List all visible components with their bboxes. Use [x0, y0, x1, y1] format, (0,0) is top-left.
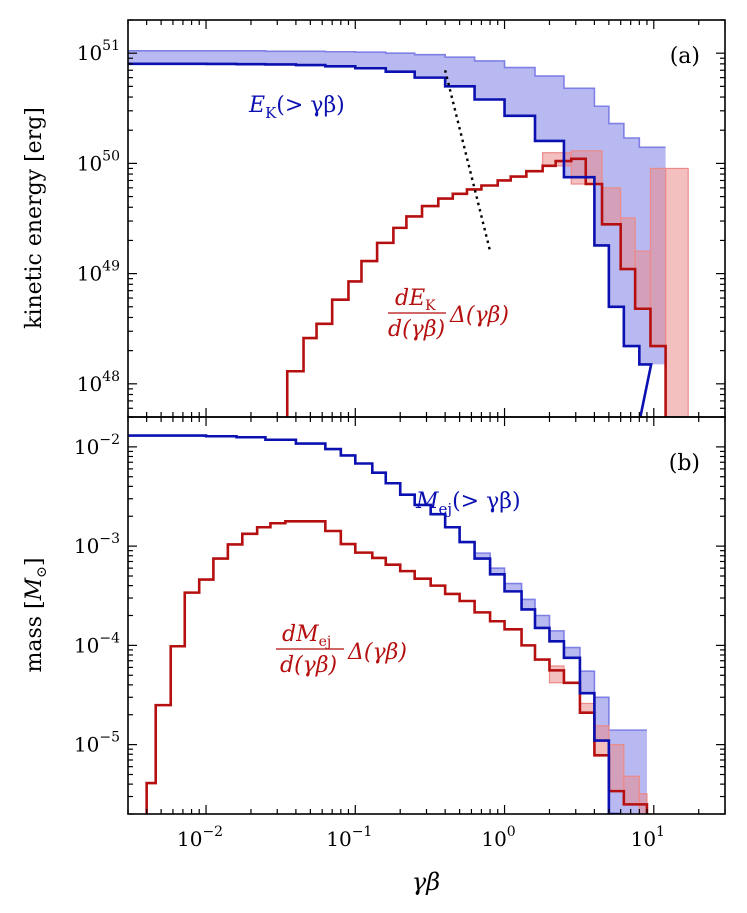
- panel-a-label: (a): [670, 44, 700, 69]
- mej-label-main: M: [415, 489, 439, 514]
- shaded-bin-b-3: [608, 744, 625, 792]
- xtick-label-1: 10−1: [326, 824, 372, 851]
- panel-a-ylabel: kinetic energy [erg]: [22, 107, 47, 329]
- shaded-bin-b-0: [548, 665, 565, 684]
- dek-num-main: dE: [395, 286, 425, 311]
- ytick-exp: 48: [102, 369, 120, 385]
- mej-label-sub: ej: [439, 500, 453, 518]
- panel-b-ylabel-close: ]: [22, 558, 47, 567]
- ek-label: EK(> γβ): [248, 93, 345, 122]
- dotted-reference-line: [443, 69, 492, 252]
- series-line-b-cumulative: [128, 434, 621, 814]
- series-upper-a-cumulative: [128, 50, 666, 149]
- dmej-num-sub: ej: [319, 634, 332, 650]
- ytick-label-b-1: 10−4: [74, 630, 120, 657]
- shaded-bin-b-1: [579, 702, 595, 714]
- ytick-base: 10: [74, 633, 99, 657]
- series-line-b-differential: [145, 519, 649, 814]
- ytick-base: 10: [74, 435, 99, 459]
- ytick-base: 10: [77, 151, 102, 175]
- xtick-label-2: 100: [481, 824, 515, 851]
- dmej-denominator: d(γβ): [280, 653, 337, 678]
- series-line-a-cumulative: [128, 62, 653, 417]
- xtick-base: 10: [481, 827, 506, 851]
- series-band-b-cumulative: [128, 435, 647, 814]
- dek-rest: Δ(γβ): [449, 303, 509, 328]
- ytick-base: 10: [77, 262, 102, 286]
- panel-b-ylabel-sub: ⊙: [34, 566, 50, 578]
- ytick-exp: −4: [99, 630, 120, 646]
- ytick-exp: −2: [99, 432, 120, 448]
- xtick-label-0: 10−2: [177, 824, 223, 851]
- dek-label: dEK d(γβ) Δ(γβ): [388, 286, 509, 342]
- xtick-base: 10: [177, 827, 202, 851]
- ytick-base: 10: [74, 534, 99, 558]
- dmej-num-main: dM: [282, 622, 319, 647]
- shaded-bin-a-4: [634, 250, 652, 310]
- ytick-label-a-2: 1050: [77, 148, 120, 175]
- panel-b-ylabel-main: mass [: [22, 600, 47, 672]
- panel-b-ylabel: mass [M⊙]: [22, 558, 50, 673]
- panel-b-ylabel-italic: M: [22, 577, 47, 601]
- shaded-bin-a-6: [665, 167, 689, 417]
- xtick-base: 10: [631, 827, 656, 851]
- panel-b-frame: [127, 416, 726, 815]
- xtick-base: 10: [326, 827, 351, 851]
- ytick-label-a-1: 1049: [77, 259, 120, 286]
- xtick-exp: −1: [352, 824, 373, 840]
- dek-numerator: dEK: [395, 286, 436, 314]
- ytick-exp: 51: [102, 38, 120, 54]
- panel-b-mass: 10−510−410−310−210−2 10−1 100 101 (b) mass …: [22, 416, 726, 896]
- mej-label-rest: (> γβ): [452, 489, 520, 514]
- ytick-label-b-3: 10−2: [74, 432, 120, 459]
- ytick-label-a-0: 1048: [77, 369, 120, 396]
- dmej-label: dMej d(γβ) Δ(γβ): [276, 622, 407, 678]
- panel-b-label: (b): [669, 451, 700, 476]
- shaded-bin-a-2: [601, 187, 622, 225]
- dek-num-sub: K: [425, 298, 436, 314]
- ek-label-rest: (> γβ): [276, 93, 344, 118]
- ytick-label-a-3: 1051: [77, 38, 120, 65]
- ytick-base: 10: [77, 41, 102, 65]
- ytick-exp: 49: [102, 259, 120, 275]
- shaded-bin-a-5: [649, 167, 667, 347]
- dek-denominator: d(γβ): [388, 317, 445, 342]
- panel-b-xlabel: γβ: [412, 868, 440, 896]
- ytick-label-b-2: 10−3: [74, 531, 120, 558]
- dmej-numerator: dMej: [282, 622, 331, 650]
- mej-label: Mej(> γβ): [415, 489, 521, 518]
- xtick-exp: 0: [507, 824, 516, 840]
- ytick-exp: −5: [99, 730, 120, 746]
- ytick-base: 10: [74, 733, 99, 757]
- ytick-exp: 50: [102, 148, 120, 164]
- series-line-a-differential: [285, 157, 667, 417]
- ek-label-main: E: [248, 93, 265, 118]
- ek-label-sub: K: [265, 104, 277, 122]
- dmej-rest: Δ(γβ): [347, 640, 407, 665]
- shaded-bin-a-0: [542, 152, 572, 167]
- xtick-exp: −2: [202, 824, 223, 840]
- xtick-exp: 1: [656, 824, 665, 840]
- ytick-exp: −3: [99, 531, 120, 547]
- ytick-base: 10: [77, 372, 102, 396]
- xtick-label-3: 101: [631, 824, 665, 851]
- series-upper-b-cumulative: [128, 434, 647, 731]
- shaded-bin-a-3: [620, 217, 636, 270]
- shaded-bin-b-4: [623, 775, 640, 805]
- ytick-label-b-0: 10−5: [74, 730, 120, 757]
